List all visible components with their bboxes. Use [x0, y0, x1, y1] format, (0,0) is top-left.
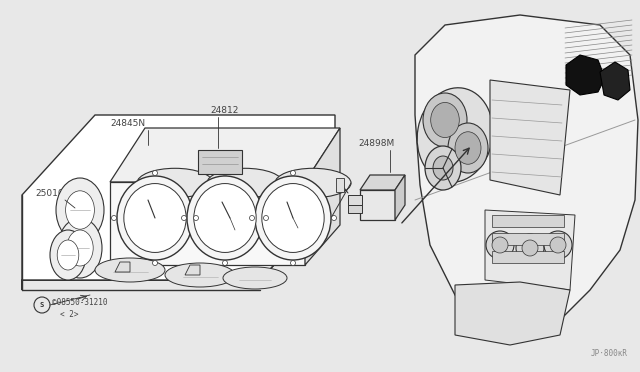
Bar [198, 150, 242, 174]
Polygon shape [360, 190, 395, 220]
Bar [492, 215, 564, 227]
Ellipse shape [433, 156, 453, 180]
Ellipse shape [455, 132, 481, 164]
Text: 24898M: 24898M [358, 139, 394, 148]
Polygon shape [360, 175, 405, 190]
Ellipse shape [516, 234, 544, 262]
Text: 25010Q: 25010Q [35, 189, 70, 198]
Polygon shape [110, 182, 305, 265]
Text: S: S [40, 302, 44, 308]
Ellipse shape [152, 260, 157, 266]
Text: 24845N: 24845N [110, 119, 145, 128]
Ellipse shape [425, 146, 461, 190]
Ellipse shape [57, 240, 79, 270]
Ellipse shape [255, 176, 331, 260]
Ellipse shape [50, 230, 86, 280]
Ellipse shape [275, 168, 351, 198]
Polygon shape [415, 15, 638, 335]
Ellipse shape [550, 237, 566, 253]
Ellipse shape [137, 168, 213, 198]
Polygon shape [490, 80, 570, 195]
Bar [492, 251, 564, 263]
Ellipse shape [187, 176, 263, 260]
Ellipse shape [193, 215, 198, 221]
Text: JP·800κR: JP·800κR [591, 349, 628, 358]
Ellipse shape [250, 215, 255, 221]
Ellipse shape [117, 176, 193, 260]
Ellipse shape [194, 183, 256, 253]
Ellipse shape [56, 178, 104, 242]
Text: 24812: 24812 [210, 106, 238, 115]
Polygon shape [185, 265, 200, 275]
Ellipse shape [58, 218, 102, 278]
Ellipse shape [223, 170, 227, 176]
Text: < 2>: < 2> [60, 310, 79, 319]
Bar [348, 205, 362, 213]
Polygon shape [115, 262, 130, 272]
Ellipse shape [486, 231, 514, 259]
Ellipse shape [152, 170, 157, 176]
Polygon shape [395, 175, 405, 220]
Polygon shape [110, 128, 340, 182]
Polygon shape [455, 282, 570, 345]
Ellipse shape [223, 260, 227, 266]
Ellipse shape [223, 267, 287, 289]
Ellipse shape [67, 230, 93, 266]
Ellipse shape [448, 123, 488, 173]
Bar [336, 178, 344, 192]
Ellipse shape [522, 240, 538, 256]
Ellipse shape [423, 93, 467, 147]
Polygon shape [566, 55, 605, 95]
Ellipse shape [417, 88, 493, 182]
Polygon shape [600, 62, 630, 100]
Ellipse shape [124, 183, 186, 253]
Bar [348, 195, 362, 205]
Ellipse shape [182, 215, 186, 221]
Polygon shape [305, 128, 340, 265]
Ellipse shape [65, 191, 95, 229]
Ellipse shape [165, 263, 235, 287]
Ellipse shape [95, 258, 165, 282]
Ellipse shape [544, 231, 572, 259]
Ellipse shape [332, 215, 337, 221]
Polygon shape [485, 210, 575, 290]
Ellipse shape [492, 237, 508, 253]
Ellipse shape [207, 168, 283, 198]
Ellipse shape [431, 102, 460, 138]
Ellipse shape [291, 170, 296, 176]
Ellipse shape [111, 215, 116, 221]
Bar [492, 233, 564, 245]
Ellipse shape [291, 260, 296, 266]
Ellipse shape [262, 183, 324, 253]
Polygon shape [22, 115, 335, 290]
Text: ©08550-31210: ©08550-31210 [52, 298, 108, 307]
Ellipse shape [264, 215, 269, 221]
